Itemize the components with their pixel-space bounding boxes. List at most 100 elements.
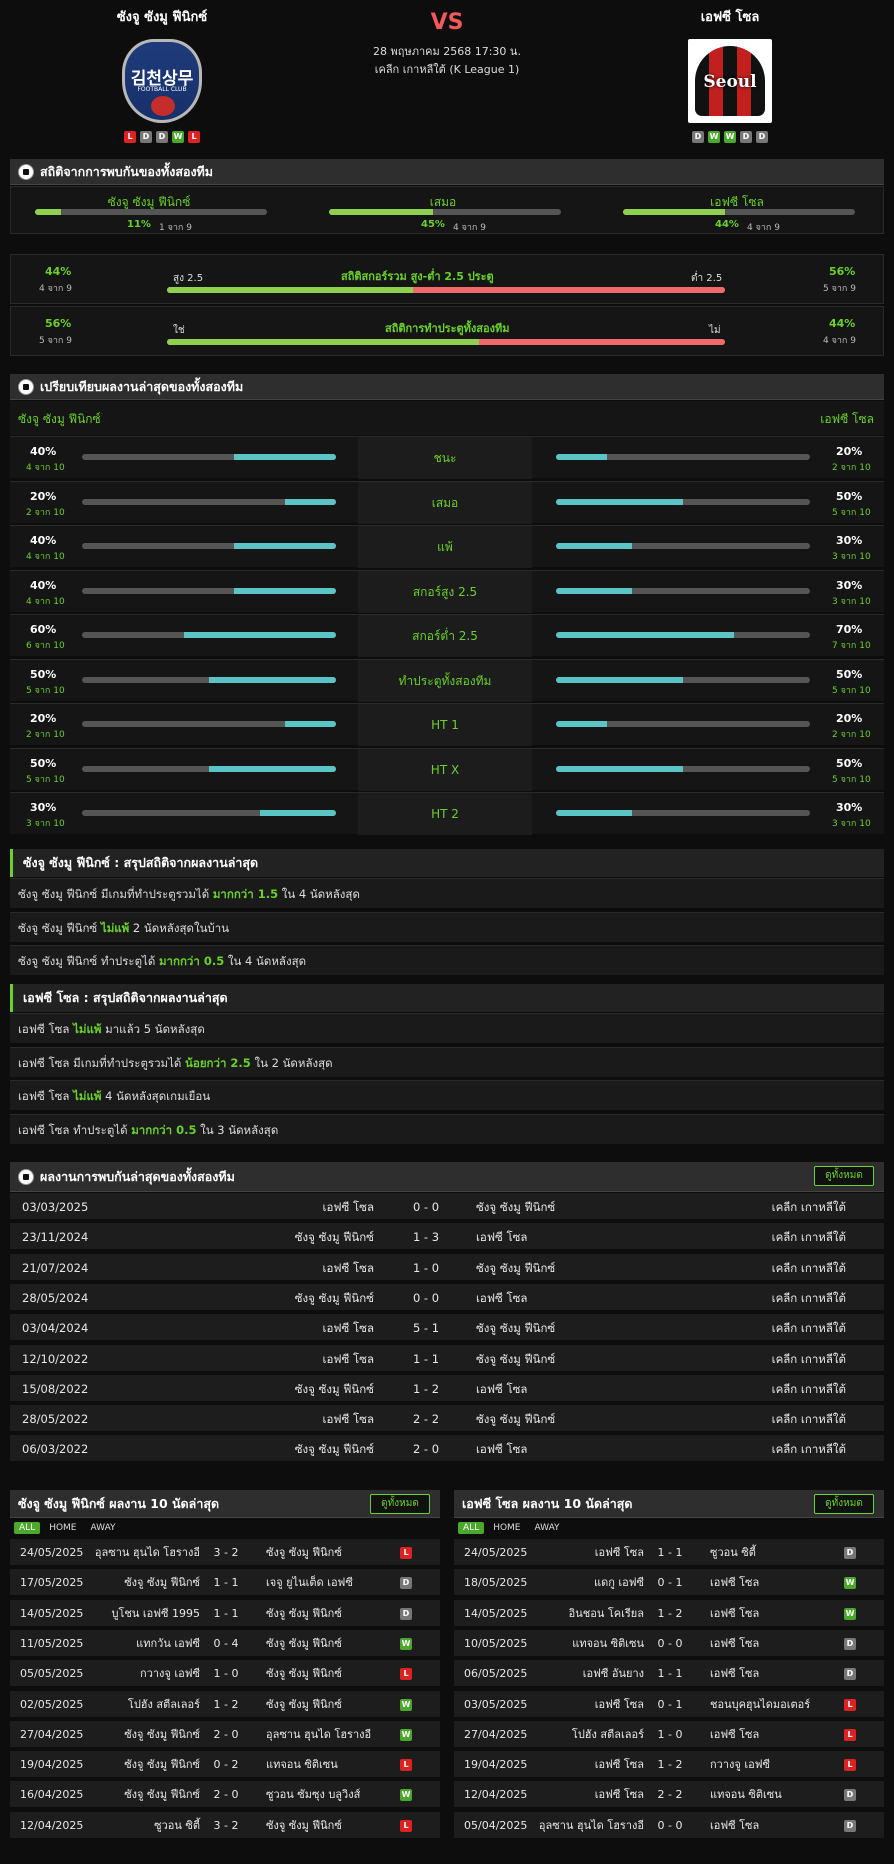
home-team-name[interactable]: ซังจู ซังมู ฟีนิกซ์ [116, 10, 208, 25]
h2h-result-row[interactable]: 28/05/2022 เอฟซี โซล 2 - 2 ซังจู ซังมู ฟีนิ… [10, 1405, 884, 1434]
last10-away-team: ซังจู ซังมู ฟีนิกซ์ [266, 1697, 342, 1711]
h2h-score: 1 - 0 [412, 1260, 440, 1275]
tab-all[interactable]: ALL [458, 1522, 485, 1534]
compare-row: 40% 4 จาก 10 สกอร์สูง 2.5 30% 3 จาก 10 [10, 569, 884, 613]
last10-date: 11/05/2025 [20, 1636, 84, 1650]
last10-row[interactable]: 19/04/2025 ซังจู ซังมู ฟีนิกซ์ 0 - 2 แทจอน … [10, 1751, 440, 1780]
home-team[interactable]: ซังจู ซังมู ฟีนิกซ์ 김천상무 FOOTBALL CLUB L… [62, 6, 262, 143]
soccer-ball-icon [18, 378, 34, 395]
match-league[interactable]: เคลีก เกาหลีใต้ (K League 1) [374, 63, 520, 76]
goals-bar [167, 287, 725, 293]
last10-score: 1 - 2 [657, 1606, 683, 1620]
h2h-outcome-pct: 11% [127, 219, 151, 230]
compare-away-bar [556, 676, 810, 683]
last10-score: 1 - 0 [657, 1727, 683, 1741]
compare-header: เปรียบเทียบผลงานล่าสุดของทั้งสองทีม [10, 374, 884, 400]
tab-all[interactable]: ALL [14, 1522, 41, 1534]
away-team-name[interactable]: เอฟซี โซล [700, 10, 760, 25]
btts-left-label: ใช่ [173, 325, 185, 336]
last10-row[interactable]: 05/04/2025 อุลซาน ฮุนได โฮรางอี 0 - 0 เอฟซี… [454, 1811, 884, 1840]
last10-away-team: ซังจู ซังมู ฟีนิกซ์ [266, 1818, 342, 1832]
h2h-league: เคลีก เกาหลีใต้ [771, 1351, 846, 1366]
home-summary-title: ซังจู ซังมู ฟีนิกซ์ : สรุปสถิติจากผลงานล… [23, 855, 259, 870]
summary-row: เอฟซี โซล ทำประตูได้ มากกว่า 0.5 ใน 3 นั… [10, 1113, 884, 1144]
h2h-see-all-button[interactable]: ดูทั้งหมด [814, 1166, 874, 1186]
last10-row[interactable]: 24/05/2025 อุลซาน ฮุนได โฮรางอี 3 - 2 ซังจู… [10, 1539, 440, 1567]
last10-home-team: เอฟซี อันยาง [582, 1667, 644, 1681]
tab-home[interactable]: HOME [493, 1523, 521, 1533]
summary-text: เอฟซี โซล ทำประตูได้ [18, 1122, 132, 1137]
compare-row: 20% 2 จาก 10 เสมอ 50% 5 จาก 10 [10, 480, 884, 524]
away-last10-see-all-button[interactable]: ดูทั้งหมด [814, 1494, 874, 1514]
compare-away-pct: 50% [836, 489, 863, 503]
compare-home-name[interactable]: ซังจู ซังมู ฟีนิกซ์ [18, 412, 101, 426]
home-form-badge: L [188, 131, 200, 143]
goals-left-label: สูง 2.5 [173, 273, 204, 284]
last10-row[interactable]: 05/05/2025 กวางจู เอฟซี 1 - 0 ซังจู ซังมู ฟ… [10, 1660, 440, 1689]
h2h-away-team: เอฟซี โซล [476, 1442, 528, 1457]
h2h-result-row[interactable]: 23/11/2024 ซังจู ซังมู ฟีนิกซ์ 1 - 3 เอฟซี … [10, 1223, 884, 1252]
h2h-result-row[interactable]: 03/04/2024 เอฟซี โซล 5 - 1 ซังจู ซังมู ฟีนิ… [10, 1314, 884, 1343]
last10-row[interactable]: 18/05/2025 แดกู เอฟซี 0 - 1 เอฟซี โซล W [454, 1569, 884, 1598]
h2h-result-row[interactable]: 28/05/2024 ซังจู ซังมู ฟีนิกซ์ 0 - 0 เอฟซี … [10, 1283, 884, 1312]
last10-row[interactable]: 06/05/2025 เอฟซี อันยาง 1 - 1 เอฟซี โซล D [454, 1660, 884, 1689]
h2h-result-row[interactable]: 21/07/2024 เอฟซี โซล 1 - 0 ซังจู ซังมู ฟีนิ… [10, 1253, 884, 1282]
h2h-league: เคลีก เกาหลีใต้ [771, 1321, 846, 1336]
last10-row[interactable]: 27/04/2025 โปฮัง สตีลเลอร์ 1 - 0 เอฟซี โซล L [454, 1720, 884, 1749]
h2h-result-row[interactable]: 03/03/2025 เอฟซี โซล 0 - 0 ซังจู ซังมู ฟีนิ… [10, 1193, 884, 1221]
h2h-outcome-pct: 45% [421, 219, 445, 230]
match-date: 28 พฤษภาคม 2568 17:30 น. [373, 45, 521, 58]
btts-left-pct: 56% [45, 317, 72, 330]
tab-home[interactable]: HOME [49, 1523, 77, 1533]
compare-away-name[interactable]: เอฟซี โซล [820, 412, 874, 426]
h2h-result-row[interactable]: 12/10/2022 เอฟซี โซล 1 - 1 ซังจู ซังมู ฟีนิ… [10, 1344, 884, 1373]
last10-row[interactable]: 12/04/2025 ซูวอน ซิตี้ 3 - 2 ซังจู ซังมู ฟี… [10, 1811, 440, 1840]
last10-score: 1 - 1 [213, 1606, 239, 1620]
h2h-outcome-sub: 4 จาก 9 [453, 223, 486, 233]
last10-row[interactable]: 03/05/2025 เอฟซี โซล 0 - 1 ชอนบุคฮุนไดมอเตอ… [454, 1690, 884, 1719]
h2h-score: 2 - 0 [412, 1442, 440, 1457]
last10-date: 27/04/2025 [464, 1727, 528, 1741]
h2h-outcome-sub: 4 จาก 9 [747, 223, 780, 233]
last10-row[interactable]: 16/04/2025 ซังจู ซังมู ฟีนิกซ์ 2 - 0 ซูวอน … [10, 1781, 440, 1810]
h2h-date: 23/11/2024 [22, 1230, 89, 1245]
last10-home-team: เอฟซี โซล [594, 1758, 644, 1772]
last10-row[interactable]: 27/04/2025 ซังจู ซังมู ฟีนิกซ์ 2 - 0 อุลซาน… [10, 1720, 440, 1749]
match-header: ซังจู ซังมู ฟีนิกซ์ 김천상무 FOOTBALL CLUB L… [0, 0, 894, 150]
last10-row[interactable]: 19/04/2025 เอฟซี โซล 1 - 2 กวางจู เอฟซี L [454, 1751, 884, 1780]
h2h-outcome-bar [623, 209, 855, 215]
compare-metric-label: สกอร์สูง 2.5 [358, 570, 532, 613]
last10-row[interactable]: 02/05/2025 โปฮัง สตีลเลอร์ 1 - 2 ซังจู ซังม… [10, 1690, 440, 1719]
tab-away[interactable]: AWAY [90, 1523, 116, 1533]
h2h-outcome-sub: 1 จาก 9 [159, 223, 192, 233]
compare-metric-label: HT 1 [358, 704, 532, 746]
soccer-ball-icon [18, 163, 34, 180]
compare-home-bar [82, 765, 336, 772]
compare-row: 40% 4 จาก 10 แพ้ 30% 3 จาก 10 [10, 525, 884, 568]
last10-row[interactable]: 10/05/2025 แทจอน ซิติเซน 0 - 0 เอฟซี โซล D [454, 1629, 884, 1658]
compare-row: 60% 6 จาก 10 สกอร์ต่ำ 2.5 70% 7 จาก 10 [10, 614, 884, 657]
h2h-league: เคลีก เกาหลีใต้ [771, 1200, 846, 1214]
home-last10-see-all-button[interactable]: ดูทั้งหมด [370, 1494, 430, 1514]
h2h-league: เคลีก เกาหลีใต้ [771, 1442, 846, 1457]
last10-row[interactable]: 24/05/2025 เอฟซี โซล 1 - 1 ซูวอน ซิตี้ D [454, 1539, 884, 1567]
compare-home-sub: 6 จาก 10 [26, 641, 65, 651]
away-last10-tabs: ALL HOME AWAY [458, 1520, 565, 1536]
compare-home-pct: 40% [30, 578, 57, 592]
last10-row[interactable]: 14/05/2025 บูโชน เอฟซี 1995 1 - 1 ซังจู ซัง… [10, 1599, 440, 1628]
away-logo-text: Seoul [703, 72, 757, 92]
h2h-result-row[interactable]: 06/03/2022 ซังจู ซังมู ฟีนิกซ์ 2 - 0 เอฟซี … [10, 1435, 884, 1464]
tab-away[interactable]: AWAY [534, 1523, 560, 1533]
compare-home-pct: 40% [30, 534, 57, 547]
last10-row[interactable]: 17/05/2025 ซังจู ซังมู ฟีนิกซ์ 1 - 1 เจจู ย… [10, 1569, 440, 1598]
last10-score: 0 - 4 [213, 1636, 239, 1650]
last10-row[interactable]: 12/04/2025 เอฟซี โซล 2 - 2 แทจอน ซิติเซน D [454, 1781, 884, 1810]
goals-right-label: ต่ำ 2.5 [691, 273, 723, 284]
last10-row[interactable]: 11/05/2025 แทกวัน เอฟซี 0 - 4 ซังจู ซังมู ฟ… [10, 1629, 440, 1658]
h2h-away-team: เอฟซี โซล [476, 1381, 528, 1396]
last10-row[interactable]: 14/05/2025 อินชอน โคเรียล 1 - 2 เอฟซี โซล W [454, 1599, 884, 1628]
last10-date: 02/05/2025 [20, 1697, 84, 1711]
h2h-date: 28/05/2024 [22, 1290, 89, 1305]
h2h-result-row[interactable]: 15/08/2022 ซังจู ซังมู ฟีนิกซ์ 1 - 2 เอฟซี … [10, 1374, 884, 1403]
